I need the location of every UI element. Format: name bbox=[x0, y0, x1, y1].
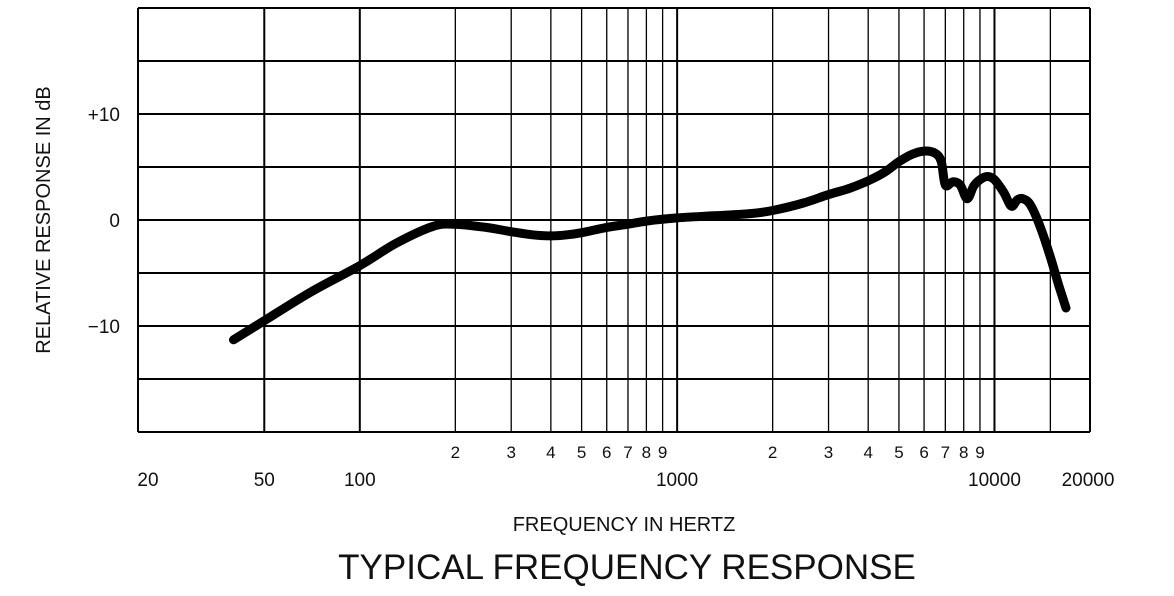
x-minor-tick-label: 7 bbox=[623, 443, 632, 462]
y-axis-title: RELATIVE RESPONSE IN dB bbox=[33, 86, 55, 354]
curve-layer bbox=[229, 146, 1071, 345]
x-major-tick-label: 10000 bbox=[968, 470, 1021, 491]
y-tick-label: −10 bbox=[88, 317, 120, 338]
y-tick-label: 0 bbox=[109, 211, 120, 232]
x-minor-tick-label: 4 bbox=[546, 443, 555, 462]
x-minor-tick-label: 8 bbox=[959, 443, 968, 462]
x-major-tick-label: 1000 bbox=[656, 470, 698, 491]
x-minor-tick-label: 3 bbox=[824, 443, 833, 462]
x-minor-tick-label: 2 bbox=[768, 443, 777, 462]
x-minor-tick-label: 8 bbox=[642, 443, 651, 462]
x-major-tick-label: 20 bbox=[137, 470, 158, 491]
x-minor-tick-label: 9 bbox=[658, 443, 667, 462]
x-minor-tick-label: 7 bbox=[941, 443, 950, 462]
x-minor-tick-label: 3 bbox=[506, 443, 515, 462]
x-minor-tick-label: 4 bbox=[863, 443, 872, 462]
x-minor-tick-label: 5 bbox=[894, 443, 903, 462]
grid bbox=[137, 7, 1091, 433]
chart-title: TYPICAL FREQUENCY RESPONSE bbox=[338, 548, 916, 587]
x-axis-title: FREQUENCY IN HERTZ bbox=[513, 514, 736, 536]
x-minor-tick-label: 6 bbox=[602, 443, 611, 462]
x-major-tick-label: 20000 bbox=[1062, 470, 1115, 491]
x-major-tick-label: 50 bbox=[254, 470, 275, 491]
x-minor-tick-label: 5 bbox=[577, 443, 586, 462]
response-curve bbox=[229, 146, 1071, 345]
x-minor-tick-label: 2 bbox=[451, 443, 460, 462]
x-minor-tick-label: 9 bbox=[975, 443, 984, 462]
y-tick-label: +10 bbox=[88, 105, 120, 126]
x-minor-tick-label: 6 bbox=[919, 443, 928, 462]
x-major-tick-label: 100 bbox=[344, 470, 376, 491]
